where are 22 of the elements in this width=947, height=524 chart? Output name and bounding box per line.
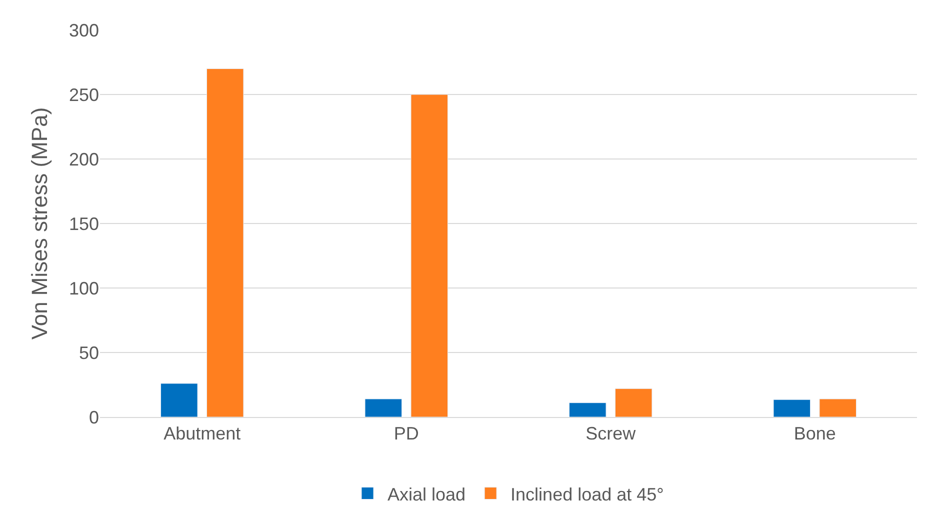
y-tick-label: 100 <box>68 278 99 298</box>
x-tick-label: Screw <box>586 424 637 444</box>
bar <box>364 398 402 417</box>
y-axis-title: Von Mises stress (MPa) <box>26 107 52 340</box>
bar <box>410 94 448 417</box>
y-tick-label: 0 <box>88 407 99 428</box>
x-tick-label: Bone <box>794 424 836 444</box>
y-tick-label: 150 <box>68 214 99 234</box>
bar <box>569 402 606 417</box>
x-tick-label: Abutment <box>164 424 241 444</box>
x-tick-label: PD <box>394 424 419 444</box>
y-tick-label: 250 <box>68 84 99 105</box>
y-tick-label: 200 <box>68 149 99 170</box>
bar <box>206 68 244 417</box>
bar <box>160 383 198 417</box>
bar <box>819 398 856 417</box>
y-tick-label: 300 <box>68 20 99 40</box>
bar <box>614 388 652 417</box>
legend-label: Inclined load at 45° <box>510 484 664 504</box>
legend-label: Axial load <box>388 484 466 504</box>
bar <box>773 399 811 417</box>
y-tick-label: 50 <box>78 342 99 363</box>
